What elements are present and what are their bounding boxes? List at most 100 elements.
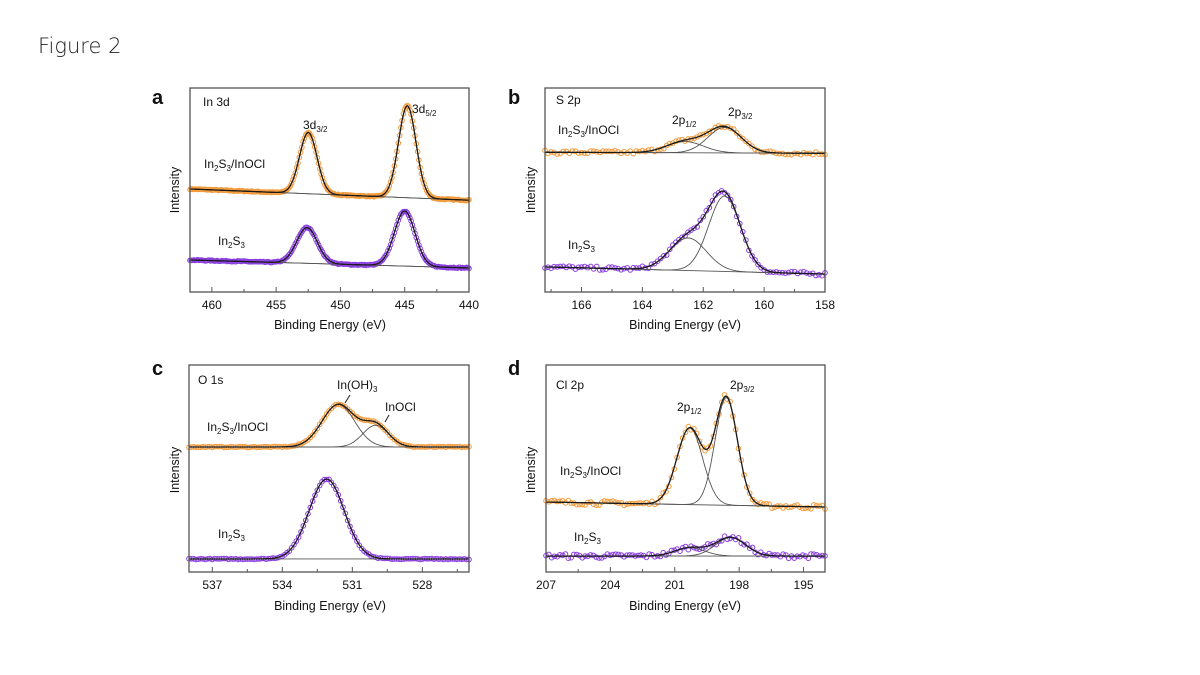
- x-axis-label: Binding Energy (eV): [629, 318, 741, 332]
- data-point: [657, 494, 664, 501]
- data-point: [309, 498, 316, 504]
- panel-letter-b: b: [508, 87, 520, 109]
- series-label-pristine: In2S3: [568, 238, 596, 254]
- data-point: [737, 220, 743, 227]
- x-tick-label: 450: [330, 298, 350, 312]
- fit-envelope-curve: [189, 478, 469, 560]
- data-point: [295, 534, 302, 540]
- x-tick-label: 195: [794, 578, 814, 592]
- data-point: [682, 543, 689, 550]
- x-tick-label: 207: [536, 578, 556, 592]
- series-label-composite: In2S3/InOCl: [558, 123, 619, 139]
- data-point: [758, 149, 764, 155]
- data-point: [810, 151, 816, 158]
- series-label-composite: In2S3/InOCl: [207, 420, 268, 436]
- data-point: [590, 148, 597, 154]
- data-point: [300, 523, 307, 529]
- data-point: [335, 492, 342, 498]
- series-label-pristine: In2S3: [218, 234, 246, 250]
- data-points-composite: [187, 102, 472, 204]
- plot-frame: [188, 364, 470, 573]
- data-point: [772, 504, 778, 511]
- data-point: [638, 552, 644, 558]
- fit-envelope-curve: [190, 105, 469, 201]
- data-point: [716, 538, 722, 545]
- peak-label-2p32: 2p3/2: [728, 105, 753, 121]
- panel-c-title: O 1s: [198, 373, 223, 387]
- data-point: [615, 149, 621, 155]
- data-point: [618, 150, 624, 157]
- data-point: [417, 245, 423, 252]
- data-point: [314, 425, 321, 432]
- data-point: [385, 186, 391, 192]
- data-point: [554, 498, 561, 505]
- data-point: [416, 242, 422, 248]
- fit-envelope-curve: [546, 536, 825, 557]
- data-point: [654, 258, 661, 265]
- data-point: [578, 264, 585, 270]
- data-point: [709, 197, 716, 204]
- data-point: [621, 554, 627, 560]
- data-point: [593, 554, 600, 560]
- data-point: [575, 150, 582, 156]
- data-point: [568, 554, 574, 561]
- peak-label-sub: 3/2: [316, 125, 328, 134]
- data-points-pristine: [542, 188, 828, 279]
- data-point: [315, 242, 322, 248]
- data-point: [691, 225, 697, 231]
- data-point: [621, 148, 627, 155]
- data-point: [755, 261, 761, 268]
- data-point: [302, 517, 309, 524]
- data-point: [383, 251, 390, 257]
- data-point: [816, 151, 822, 157]
- peak-label-main: 3d: [303, 118, 316, 132]
- x-tick-label: 162: [693, 298, 713, 312]
- data-point: [740, 135, 746, 142]
- peak-label-sub: 3/2: [741, 112, 753, 121]
- fit-envelope-curve: [190, 210, 469, 269]
- data-point: [700, 131, 707, 138]
- y-axis-label: Intensity: [524, 166, 538, 213]
- x-tick-label: 158: [815, 298, 835, 312]
- data-point: [700, 214, 707, 220]
- data-point: [760, 501, 767, 507]
- x-tick-label: 204: [600, 578, 620, 592]
- data-point: [590, 501, 597, 508]
- data-point: [590, 552, 597, 559]
- peak-label-main: 3d: [412, 102, 425, 116]
- x-axis-label: Binding Energy (eV): [629, 599, 741, 613]
- data-point: [785, 151, 792, 158]
- data-point: [633, 148, 640, 154]
- data-point: [351, 534, 358, 540]
- panel-b: b S 2p In2S3/InOCl In2S3 2p1/2 2p3/2 Bin…: [508, 87, 753, 332]
- data-point: [545, 150, 551, 157]
- data-point: [311, 233, 318, 239]
- data-point: [782, 151, 789, 158]
- data-point: [293, 538, 300, 544]
- data-point: [600, 148, 606, 154]
- peak-label-main: 2p: [672, 113, 686, 127]
- peak-label-3d32: 3d3/2: [303, 118, 328, 134]
- data-point: [340, 504, 346, 511]
- data-point: [749, 143, 755, 149]
- data-point: [590, 266, 597, 272]
- data-point: [319, 249, 326, 255]
- data-point: [354, 538, 360, 545]
- data-point: [783, 552, 789, 558]
- data-point: [291, 243, 297, 250]
- data-point: [610, 551, 616, 558]
- data-point: [356, 415, 363, 422]
- data-point: [607, 552, 614, 559]
- series-label-pristine: In2S3: [218, 527, 246, 543]
- data-point: [688, 543, 694, 550]
- data-point: [630, 264, 637, 271]
- data-point: [626, 552, 633, 558]
- y-axis-label: Intensity: [168, 166, 182, 213]
- data-points-pristine: [186, 476, 472, 563]
- data-point: [607, 498, 614, 505]
- data-point: [599, 499, 605, 506]
- data-point: [548, 554, 555, 561]
- data-point: [559, 552, 566, 559]
- panel-a: a In 3d In2S3/InOCl In2S3 3d3/2 3d5/2 Bi…: [152, 87, 437, 332]
